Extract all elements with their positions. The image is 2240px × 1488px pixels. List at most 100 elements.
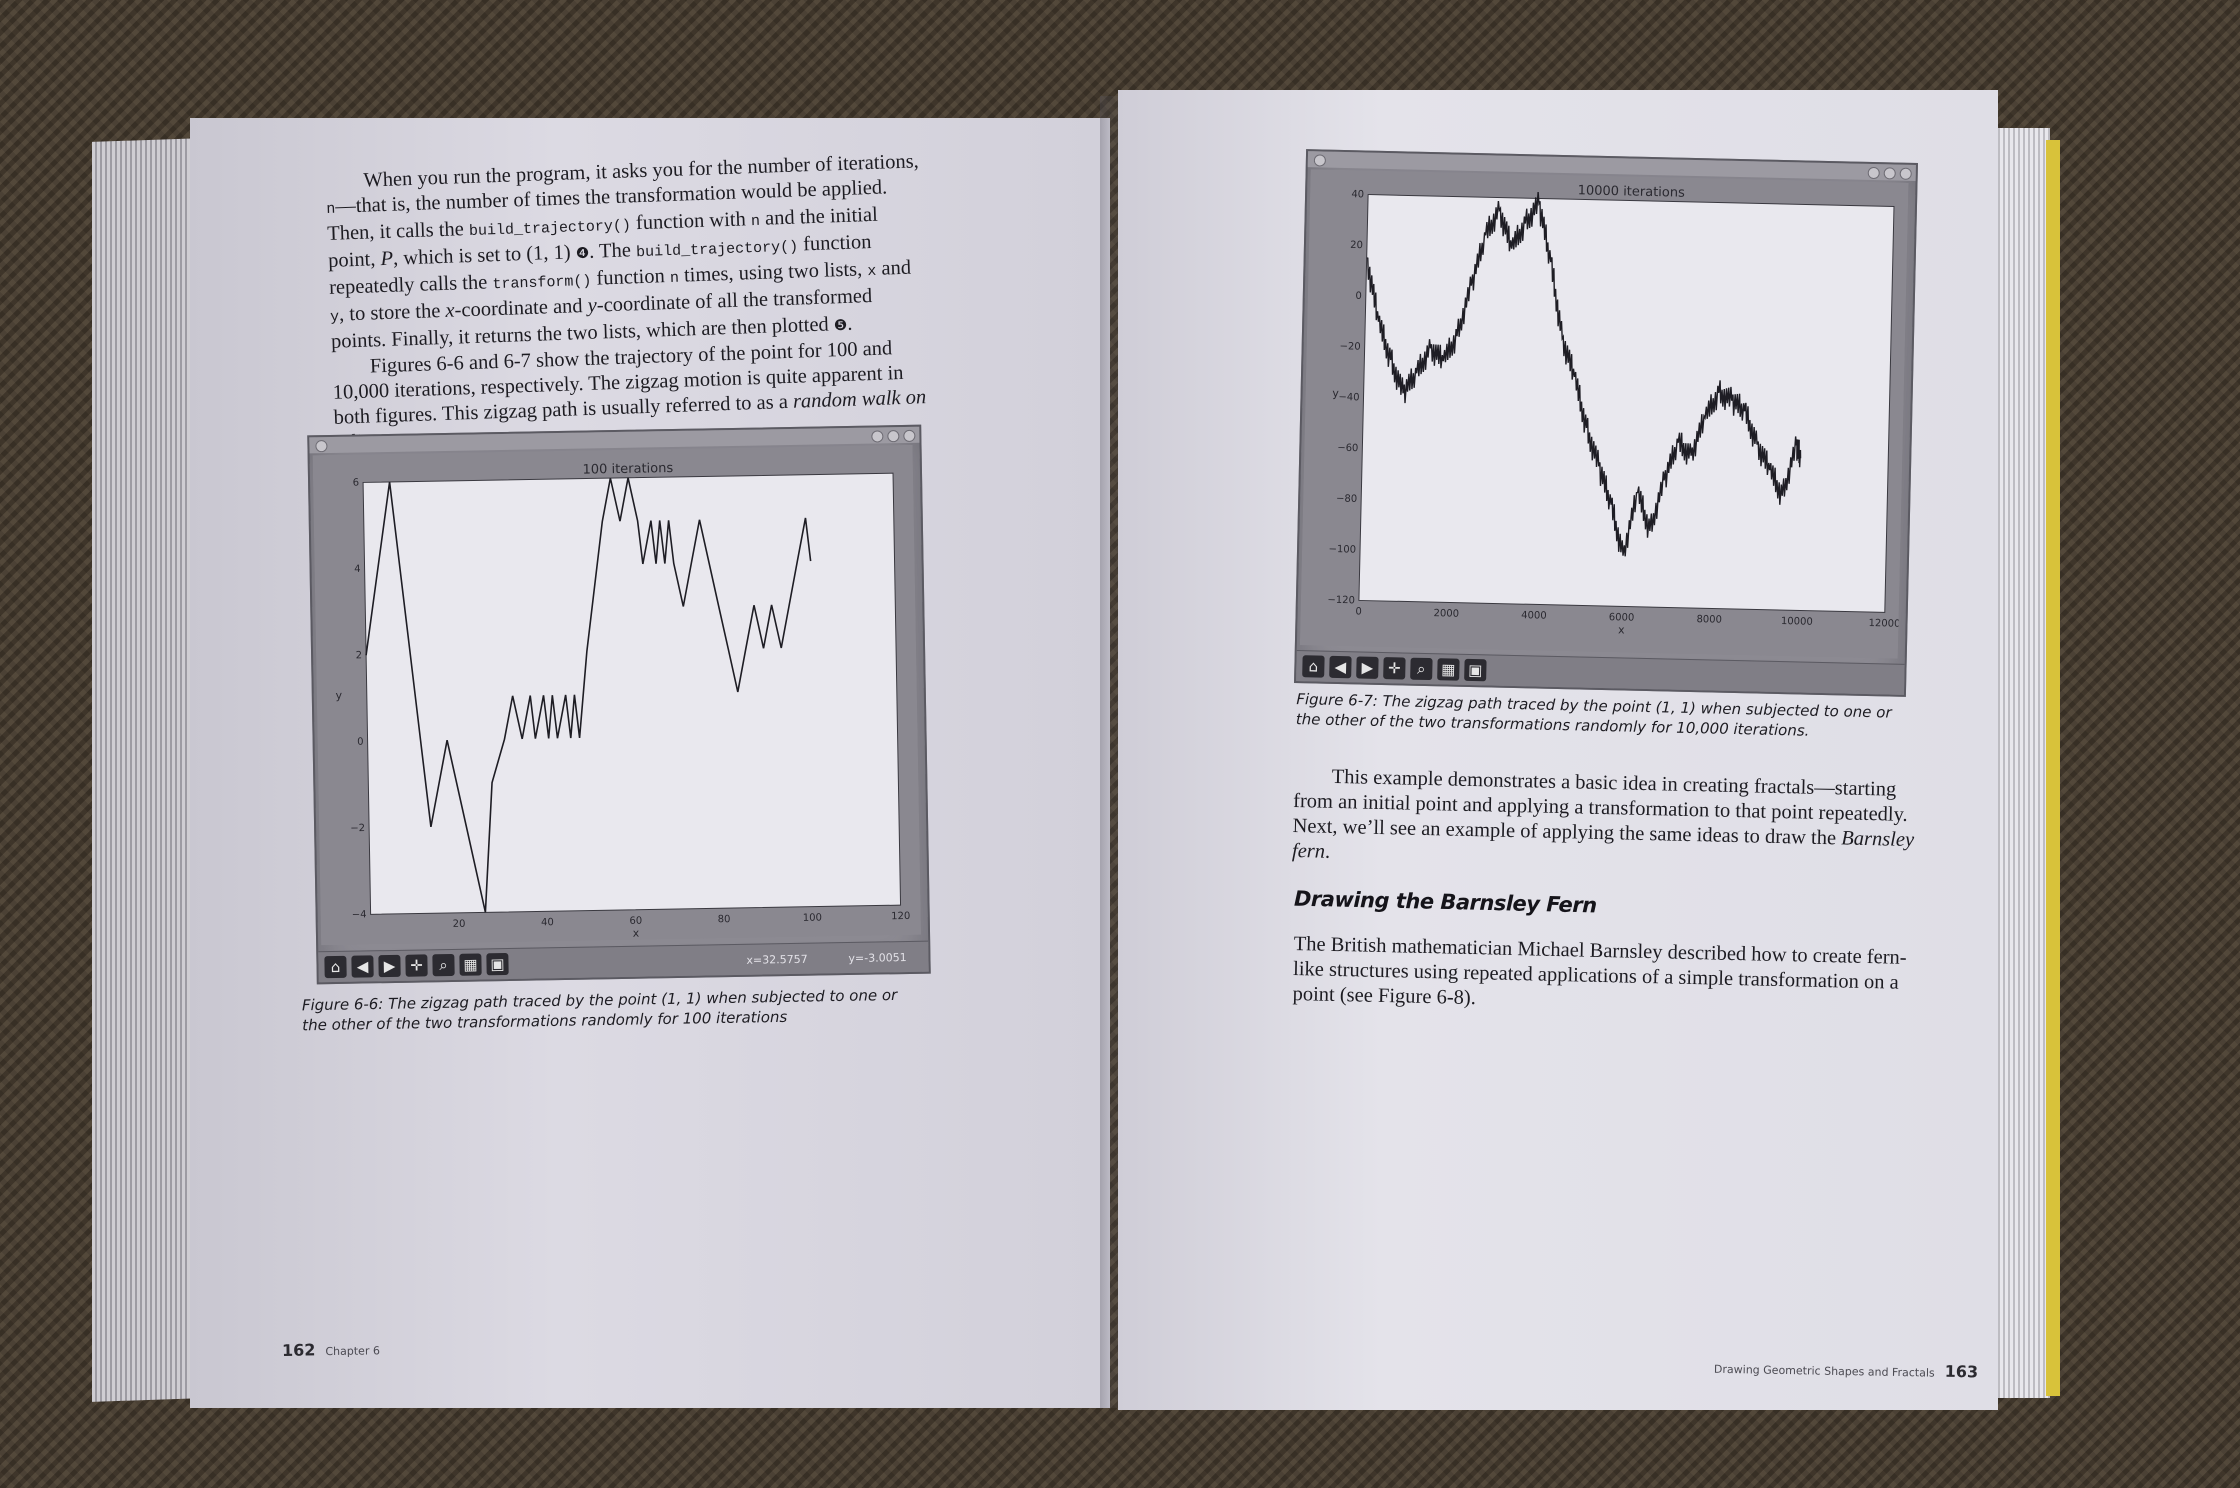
x-tick-label: 10000	[1781, 616, 1813, 628]
y-tick-label: −60	[1337, 443, 1358, 454]
right-paragraph-1: This example demonstrates a basic idea i…	[1292, 764, 1930, 878]
left-page-edges	[92, 138, 202, 1402]
right-page: 10000 iterations 0 2000 4000 6000 8000 10000 12…	[1118, 90, 1998, 1410]
y-tick-label: −4	[352, 909, 367, 920]
x-tick-label: 12000	[1868, 618, 1900, 630]
x-tick-label: 40	[541, 917, 554, 928]
y-tick-label: −2	[350, 823, 365, 834]
y-tick-label: 2	[356, 650, 363, 661]
figure-6-7-window: 10000 iterations 0 2000 4000 6000 8000 10000 12…	[1294, 149, 1918, 697]
cursor-y-readout: y=-3.0051	[848, 951, 907, 966]
forward-icon[interactable]: ▶	[378, 954, 401, 978]
home-icon[interactable]: ⌂	[1302, 655, 1325, 678]
x-tick-label: 6000	[1609, 612, 1635, 624]
y-tick-label: −100	[1328, 544, 1356, 556]
text-run: The British mathematician Michael Barnsl…	[1292, 932, 1907, 1010]
x-tick-label: 0	[1355, 606, 1362, 617]
text-run: -coordinate and	[454, 294, 589, 322]
series-line	[1366, 191, 1802, 557]
y-tick-label: 40	[1351, 189, 1364, 200]
text-run: ❹	[575, 243, 590, 263]
x-tick-label: 120	[891, 911, 910, 922]
cursor-x-readout: x=32.5757	[746, 952, 808, 967]
text-run: P	[380, 247, 394, 271]
x-tick-label: 2000	[1433, 608, 1459, 620]
y-tick-label: −120	[1327, 595, 1355, 607]
chart-title: 100 iterations	[582, 461, 673, 478]
text-run: ❺	[833, 315, 848, 335]
plot-area	[1358, 194, 1895, 613]
zoom-icon[interactable]: ⌕	[432, 953, 455, 977]
figure-6-6-toolbar: ⌂ ◀ ▶ ✛ ⌕ ▦ ▣ x=32.5757 y=-3.0051	[318, 940, 929, 983]
right-folio: Drawing Geometric Shapes and Fractals 163	[1704, 1358, 1978, 1382]
x-axis-label: x	[1618, 623, 1625, 636]
text-run: , to store the	[338, 299, 446, 326]
text-run: .	[1324, 840, 1331, 863]
zoom-icon[interactable]: ⌕	[1410, 657, 1433, 681]
section-heading: Drawing the Barnsley Fern	[1293, 886, 1597, 918]
x-tick-label: 20	[453, 919, 466, 930]
plot-area	[362, 472, 902, 915]
running-footer: Drawing Geometric Shapes and Fractals	[1713, 1362, 1935, 1380]
right-body-text: This example demonstrates a basic idea i…	[1292, 764, 1930, 878]
text-run: build_trajectory()	[468, 217, 632, 241]
window-close-button[interactable]	[1899, 167, 1912, 180]
text-run: function with	[630, 208, 752, 235]
back-icon[interactable]: ◀	[351, 955, 374, 978]
text-run: times, using two lists,	[678, 258, 868, 287]
chart-title: 10000 iterations	[1577, 183, 1685, 200]
x-tick-label: 80	[718, 914, 731, 925]
right-paragraph-2: The British mathematician Michael Barnsl…	[1292, 932, 1930, 1021]
right-body-text-2: The British mathematician Michael Barnsl…	[1292, 932, 1930, 1021]
y-tick-label: 0	[357, 737, 364, 748]
text-run: This example demonstrates a basic idea i…	[1292, 765, 1908, 850]
figure-6-6-caption: Figure 6-6: The zigzag path traced by th…	[301, 985, 898, 1035]
save-icon[interactable]: ▣	[1464, 658, 1487, 682]
forward-icon[interactable]: ▶	[1356, 656, 1379, 679]
y-tick-label: 0	[1355, 291, 1362, 302]
x-tick-label: 4000	[1521, 610, 1547, 622]
window-maximize-button[interactable]	[887, 430, 900, 443]
y-tick-label: −80	[1336, 493, 1357, 504]
page-number: 163	[1944, 1361, 1979, 1382]
window-menu-button[interactable]	[1313, 154, 1327, 167]
left-folio: 162 Chapter 6	[282, 1339, 390, 1360]
page-number: 162	[281, 1340, 316, 1360]
chart-10000-iterations: 10000 iterations 0 2000 4000 6000 8000 10000 12…	[1299, 169, 1909, 659]
window-close-button[interactable]	[903, 429, 916, 442]
left-body-text: When you run the program, it asks you fo…	[325, 149, 935, 456]
figure-6-6-window: 100 iterations 20 40 60 80 100 120 6 4 2 0 −2 −4 x y ⌂…	[307, 424, 931, 985]
y-axis-label: y	[335, 689, 342, 702]
right-page-edges	[1990, 128, 2050, 1398]
save-icon[interactable]: ▣	[486, 952, 509, 976]
pan-icon[interactable]: ✛	[1383, 657, 1406, 680]
home-icon[interactable]: ⌂	[324, 955, 347, 979]
x-axis-label: x	[633, 927, 640, 940]
x-tick-label: 8000	[1696, 614, 1722, 626]
text-run: build_trajectory()	[635, 238, 799, 262]
text-run: .	[846, 312, 853, 335]
window-minimize-button[interactable]	[1867, 166, 1880, 180]
series-line	[365, 477, 812, 913]
text-run: . The	[588, 239, 637, 263]
x-tick-label: 100	[803, 912, 822, 923]
window-maximize-button[interactable]	[1883, 167, 1896, 180]
figure-6-7-caption: Figure 6-7: The zigzag path traced by th…	[1295, 690, 1892, 740]
y-tick-label: 6	[353, 478, 360, 489]
text-run: and	[875, 256, 912, 280]
y-axis-label: y	[1332, 387, 1339, 400]
left-paragraph-1: When you run the program, it asks you fo…	[325, 149, 931, 356]
pan-icon[interactable]: ✛	[405, 954, 428, 977]
cover-edge	[2046, 140, 2060, 1396]
configure-icon[interactable]: ▦	[1437, 658, 1460, 681]
back-icon[interactable]: ◀	[1329, 655, 1352, 679]
window-minimize-button[interactable]	[871, 430, 884, 443]
y-tick-label: −40	[1338, 392, 1359, 403]
text-run: function	[590, 265, 671, 290]
text-run: transform()	[492, 272, 592, 294]
running-footer: Chapter 6	[325, 1344, 381, 1359]
y-tick-label: 4	[354, 564, 361, 575]
window-menu-button[interactable]	[315, 440, 328, 453]
configure-icon[interactable]: ▦	[459, 953, 482, 976]
